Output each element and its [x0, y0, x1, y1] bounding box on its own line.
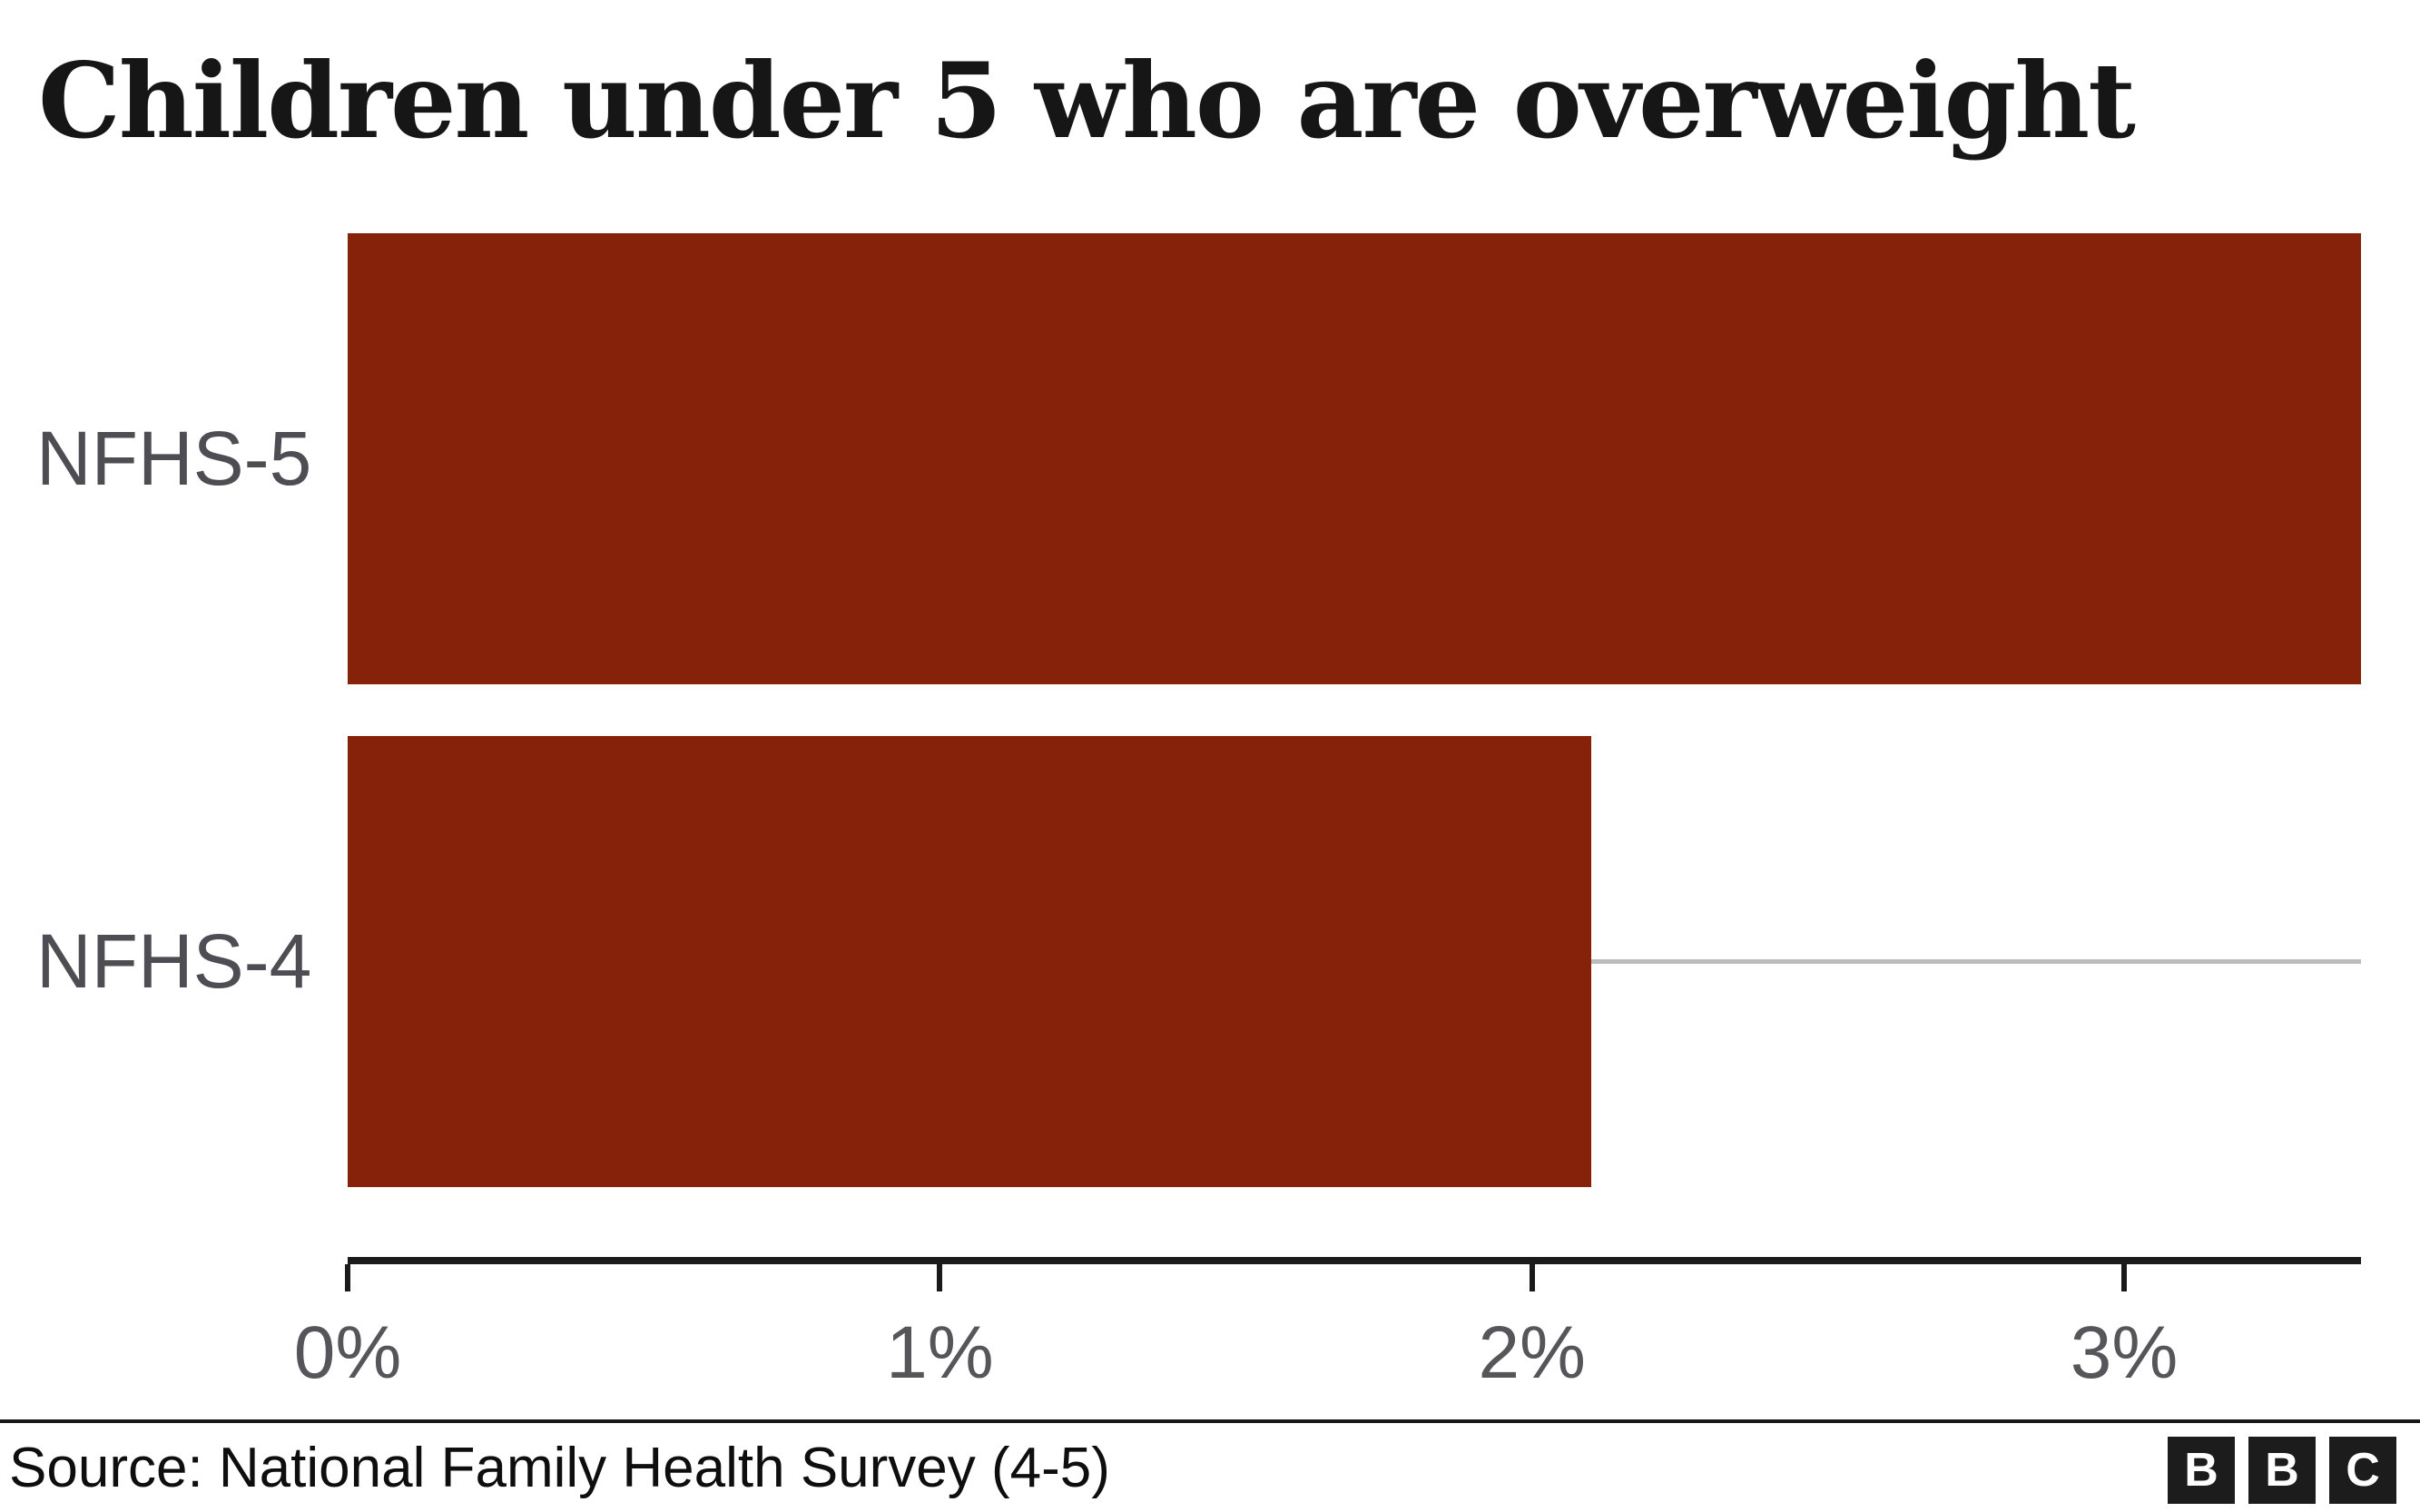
source-text: Source: National Family Health Survey (4… — [9, 1437, 1110, 1499]
plot-area: 0% 1% 2% 3% — [294, 0, 2361, 1512]
x-tick-label: 0% — [293, 1311, 402, 1394]
x-tick-mark — [2121, 1264, 2128, 1291]
bbc-logo-square: B — [2168, 1437, 2235, 1504]
footer-divider — [0, 1419, 2420, 1423]
bbc-logo: B B C — [2168, 1437, 2396, 1504]
bbc-logo-square: B — [2248, 1437, 2316, 1504]
x-tick-label: 2% — [1478, 1311, 1586, 1394]
x-tick-label: 3% — [2070, 1311, 2179, 1394]
category-label-nfhs4: NFHS-4 — [36, 918, 312, 1004]
x-tick-mark — [1529, 1264, 1535, 1291]
x-tick-mark — [345, 1264, 350, 1291]
x-axis-line — [348, 1257, 2361, 1264]
category-label-nfhs5: NFHS-5 — [36, 416, 312, 501]
x-axis-ticks: 0% 1% 2% 3% — [294, 0, 2361, 1512]
bar-nfhs4 — [348, 736, 1591, 1187]
bbc-logo-square: C — [2329, 1437, 2396, 1504]
chart-title: Children under 5 who are overweight — [38, 40, 2136, 162]
bar-nfhs5 — [348, 233, 2361, 684]
x-tick-mark — [937, 1264, 943, 1291]
x-tick-label: 1% — [886, 1311, 994, 1394]
